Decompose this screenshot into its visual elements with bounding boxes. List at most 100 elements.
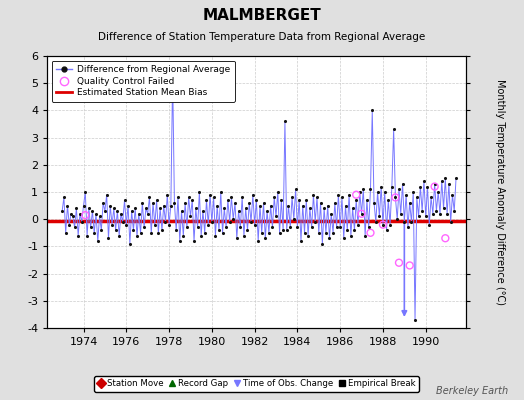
Point [140, 224, 148, 230]
Point [86, 224, 95, 230]
Point [338, 194, 346, 201]
Point [202, 197, 211, 203]
Point [277, 197, 286, 203]
Point [295, 197, 303, 203]
Text: MALMBERGET: MALMBERGET [203, 8, 321, 23]
Text: Difference of Station Temperature Data from Regional Average: Difference of Station Temperature Data f… [99, 32, 425, 42]
Point [69, 213, 77, 220]
Point [389, 126, 398, 133]
Point [375, 213, 384, 220]
Point [211, 232, 220, 239]
Point [361, 232, 369, 239]
Point [122, 222, 130, 228]
Point [210, 194, 218, 201]
Point [311, 219, 320, 225]
Point [188, 197, 196, 203]
Point [429, 210, 437, 217]
Point [350, 227, 358, 233]
Point [314, 230, 323, 236]
Point [403, 224, 412, 230]
Point [331, 200, 339, 206]
Point [242, 205, 250, 212]
Point [124, 202, 132, 209]
Point [60, 194, 68, 201]
Point [430, 181, 439, 187]
Point [85, 205, 93, 212]
Point [92, 210, 100, 217]
Point [113, 208, 122, 214]
Point [70, 224, 79, 230]
Point [234, 208, 243, 214]
Point [374, 189, 382, 195]
Point [181, 200, 189, 206]
Point [268, 224, 277, 230]
Point [407, 219, 416, 225]
Point [58, 208, 67, 214]
Point [368, 107, 376, 114]
Point [379, 222, 387, 228]
Point [131, 205, 139, 212]
Point [174, 194, 182, 201]
Point [347, 232, 355, 239]
Point [215, 227, 223, 233]
Point [208, 219, 216, 225]
Point [112, 227, 120, 233]
Point [327, 210, 335, 217]
Point [305, 205, 314, 212]
Point [395, 186, 403, 192]
Point [352, 192, 361, 198]
Point [354, 222, 362, 228]
Point [345, 192, 353, 198]
Point [336, 224, 344, 230]
Point [258, 230, 266, 236]
Point [192, 205, 200, 212]
Point [170, 200, 179, 206]
Point [340, 235, 348, 242]
Point [363, 197, 371, 203]
Point [320, 205, 329, 212]
Point [138, 200, 147, 206]
Point [356, 189, 364, 195]
Point [281, 118, 289, 124]
Point [240, 232, 248, 239]
Point [309, 192, 318, 198]
Point [391, 194, 400, 201]
Point [206, 192, 214, 198]
Point [434, 189, 442, 195]
Point [282, 227, 291, 233]
Point [293, 224, 302, 230]
Point [285, 202, 293, 209]
Point [156, 205, 165, 212]
Point [172, 227, 180, 233]
Point [136, 230, 145, 236]
Point [154, 230, 162, 236]
Point [144, 210, 152, 217]
Point [323, 202, 332, 209]
Point [118, 219, 127, 225]
Point [145, 194, 154, 201]
Point [227, 194, 236, 201]
Point [452, 175, 460, 182]
Point [384, 197, 392, 203]
Point [420, 178, 428, 184]
Point [421, 213, 430, 220]
Point [398, 181, 407, 187]
Point [261, 235, 269, 242]
Point [129, 227, 138, 233]
Point [393, 216, 401, 222]
Point [441, 175, 450, 182]
Point [201, 230, 209, 236]
Point [395, 260, 403, 266]
Point [370, 200, 378, 206]
Point [397, 210, 405, 217]
Point [279, 227, 287, 233]
Point [135, 210, 143, 217]
Point [313, 194, 321, 201]
Point [95, 213, 104, 220]
Point [190, 238, 198, 244]
Point [443, 210, 451, 217]
Point [159, 202, 168, 209]
Point [341, 202, 350, 209]
Point [357, 210, 366, 217]
Point [256, 202, 264, 209]
